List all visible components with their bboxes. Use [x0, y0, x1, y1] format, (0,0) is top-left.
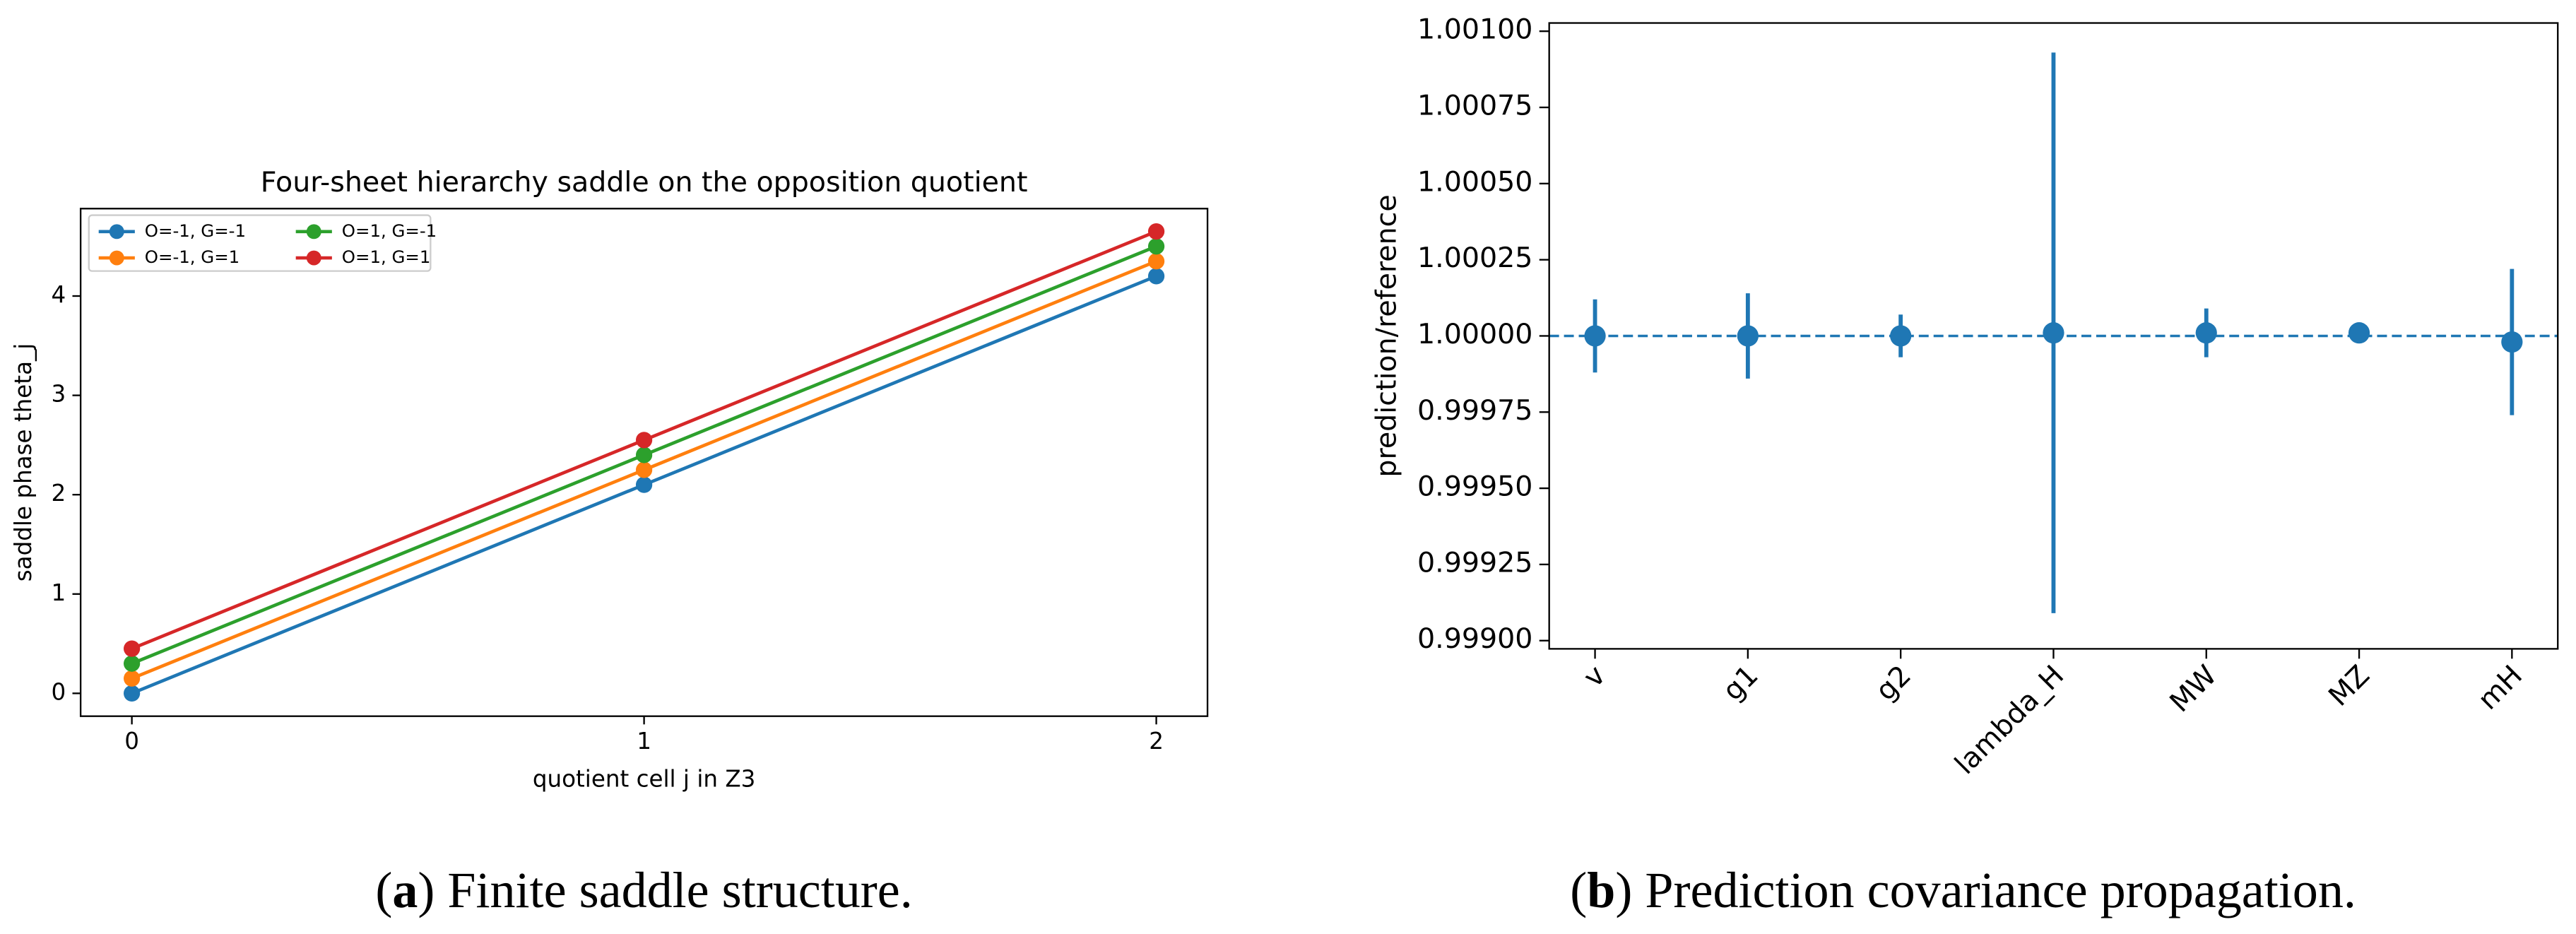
point	[1147, 223, 1165, 240]
y-tick-label: 1.00050	[1417, 165, 1532, 198]
point	[123, 655, 141, 672]
point	[123, 685, 141, 702]
y-tick-label: 1	[51, 579, 66, 606]
point	[1147, 238, 1165, 255]
x-tick-label: 0	[124, 728, 139, 755]
x-axis-label: quotient cell j in Z3	[533, 765, 756, 792]
legend-label: O=-1, G=1	[145, 247, 240, 267]
y-axis-label: saddle phase theta_j	[10, 343, 37, 582]
caption-part: (	[375, 862, 392, 918]
x-tick-label: lambda_H	[1949, 659, 2070, 781]
legend-label: O=1, G=1	[342, 247, 431, 267]
x-tick-label: 1	[637, 728, 651, 755]
point	[1737, 325, 1759, 347]
y-tick-label: 3	[51, 381, 66, 408]
x-tick-label: v	[1577, 659, 1612, 694]
point	[635, 461, 653, 478]
legend-label: O=-1, G=-1	[145, 220, 246, 241]
x-tick-label: g2	[1869, 659, 1918, 707]
point	[2501, 331, 2523, 353]
y-tick-label: 1.00100	[1417, 13, 1532, 46]
y-tick-label: 0.99950	[1417, 471, 1532, 503]
x-tick-label: MW	[2163, 659, 2223, 719]
legend-marker	[306, 250, 321, 266]
caption-part: a	[392, 862, 418, 918]
legend-marker	[109, 224, 124, 240]
caption: (a) Finite saddle structure.	[375, 862, 912, 918]
x-tick-label: mH	[2471, 659, 2529, 716]
y-tick-label: 1.00025	[1417, 242, 1532, 274]
point	[1584, 325, 1606, 347]
caption: (b) Prediction covariance propagation.	[1570, 862, 2356, 918]
chart-title: Four-sheet hierarchy saddle on the oppos…	[261, 166, 1028, 199]
x-tick-label: MZ	[2322, 659, 2376, 713]
caption-part: b	[1587, 862, 1615, 918]
point	[123, 670, 141, 687]
y-tick-label: 0	[51, 678, 66, 705]
plot-frame	[79, 208, 1209, 717]
point	[2043, 322, 2064, 344]
point	[1147, 253, 1165, 270]
x-tick-label: g1	[1717, 659, 1765, 707]
y-axis-label: prediction/reference	[1370, 194, 1402, 477]
point	[123, 640, 141, 657]
point	[1147, 268, 1165, 285]
x-tick-label: 2	[1149, 728, 1164, 755]
y-tick-label: 4	[51, 281, 66, 308]
y-tick-label: 0.99900	[1417, 622, 1532, 655]
caption-part: (	[1570, 862, 1587, 918]
y-tick-label: 1.00000	[1417, 318, 1532, 350]
caption-part: ) Finite saddle structure.	[418, 862, 912, 918]
point	[635, 432, 653, 449]
plot-frame	[1548, 22, 2559, 650]
y-tick-label: 1.00075	[1417, 90, 1532, 122]
y-tick-label: 0.99925	[1417, 546, 1532, 579]
legend-marker	[306, 224, 321, 240]
y-tick-label: 0.99975	[1417, 394, 1532, 427]
caption-part: ) Prediction covariance propagation.	[1615, 862, 2356, 918]
point	[1890, 325, 1912, 347]
point	[2348, 322, 2370, 344]
point	[635, 447, 653, 463]
y-tick-label: 2	[51, 480, 66, 507]
legend-marker	[109, 250, 124, 266]
legend-box	[88, 214, 432, 272]
legend-label: O=1, G=-1	[342, 220, 437, 241]
point	[635, 476, 653, 493]
point	[2195, 322, 2217, 344]
